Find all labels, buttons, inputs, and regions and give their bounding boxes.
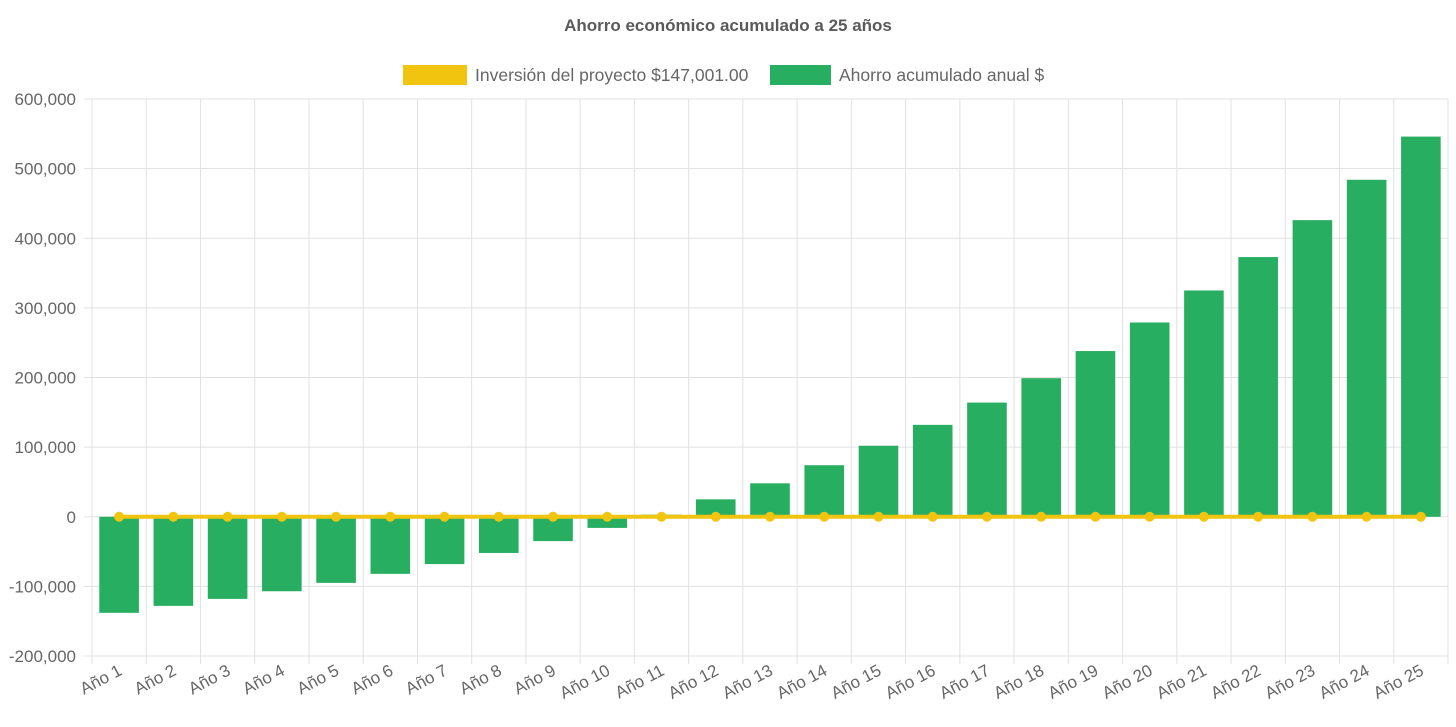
bar-ahorro-19[interactable] <box>1075 351 1116 517</box>
bar-ahorro-8[interactable] <box>479 516 519 553</box>
investment-point-23[interactable] <box>1307 511 1318 522</box>
investment-point-3[interactable] <box>222 511 233 522</box>
x-tick-label: Año 21 <box>1153 661 1210 703</box>
x-tick-label: Año 11 <box>612 661 667 702</box>
bar-ahorro-24[interactable] <box>1346 179 1387 517</box>
y-axis: 600,000 500,000 400,000 300,000 200,000 100,0… <box>9 90 76 666</box>
y-tick-label: 400,000 <box>15 229 76 248</box>
investment-point-22[interactable] <box>1253 511 1264 522</box>
x-tick-label: Año 4 <box>240 661 288 699</box>
bar-ahorro-18[interactable] <box>1021 378 1061 517</box>
y-tick-label: -100,000 <box>9 577 76 596</box>
x-tick-label: Año 6 <box>348 661 396 699</box>
y-tick-label: 600,000 <box>15 90 76 109</box>
investment-point-4[interactable] <box>276 511 287 522</box>
investment-point-15[interactable] <box>873 511 884 522</box>
bar-ahorro-4[interactable] <box>262 516 302 592</box>
investment-point-13[interactable] <box>765 511 775 522</box>
x-tick-label: Año 13 <box>719 661 776 703</box>
legend-label-savings: Ahorro acumulado anual $ <box>839 65 1045 85</box>
bar-ahorro-10[interactable] <box>587 516 628 528</box>
investment-point-10[interactable] <box>602 511 613 522</box>
investment-point-17[interactable] <box>981 511 992 522</box>
x-tick-label: Año 5 <box>294 661 342 699</box>
investment-point-9[interactable] <box>548 511 559 522</box>
x-tick-label: Año 2 <box>131 661 179 699</box>
investment-point-6[interactable] <box>385 511 396 522</box>
bar-ahorro-21[interactable] <box>1184 290 1224 517</box>
legend-swatch-savings <box>770 65 831 85</box>
bar-ahorro-3[interactable] <box>207 516 248 599</box>
bar-ahorro-17[interactable] <box>967 402 1007 517</box>
bar-ahorro-16[interactable] <box>912 424 953 517</box>
y-tick-label: 100,000 <box>15 438 76 457</box>
investment-point-19[interactable] <box>1090 511 1101 522</box>
investment-point-14[interactable] <box>819 511 830 522</box>
bar-ahorro-25[interactable] <box>1401 136 1441 517</box>
investment-point-12[interactable] <box>710 511 721 522</box>
x-tick-label: Año 9 <box>511 661 559 699</box>
x-axis: Año 1 Año 2 Año 3 Año 4 Año 5 Año 6 Año 7 Año 8… <box>77 661 1427 703</box>
bar-ahorro-23[interactable] <box>1292 220 1333 517</box>
bar-ahorro-7[interactable] <box>424 516 465 565</box>
investment-point-7[interactable] <box>439 511 450 522</box>
x-tick-label: Año 24 <box>1316 661 1373 703</box>
bar-ahorro-15[interactable] <box>858 445 899 517</box>
x-tick-label: Año 10 <box>557 661 614 703</box>
bar-ahorro-12[interactable] <box>695 499 736 517</box>
grid-lines <box>84 98 1449 664</box>
x-tick-label: Año 16 <box>882 661 939 703</box>
chart-title: Ahorro económico acumulado a 25 años <box>564 16 892 35</box>
legend-item-savings[interactable]: Ahorro acumulado anual $ <box>770 65 1045 85</box>
investment-point-20[interactable] <box>1144 511 1155 522</box>
investment-point-2[interactable] <box>168 511 179 522</box>
y-tick-label: 300,000 <box>15 299 76 318</box>
investment-point-8[interactable] <box>493 511 504 522</box>
bar-ahorro-5[interactable] <box>316 516 356 583</box>
bar-ahorro-6[interactable] <box>370 516 411 574</box>
y-tick-label: 0 <box>67 508 76 527</box>
legend-label-investment: Inversión del proyecto $147,001.00 <box>475 65 749 85</box>
investment-point-1[interactable] <box>114 511 125 522</box>
x-tick-label: Año 7 <box>402 661 450 699</box>
line-series <box>114 511 1426 522</box>
legend-swatch-investment <box>403 65 467 85</box>
investment-point-18[interactable] <box>1036 511 1047 522</box>
investment-point-11[interactable] <box>656 511 667 522</box>
bar-series <box>99 136 1441 613</box>
investment-point-16[interactable] <box>927 511 938 522</box>
legend-item-investment[interactable]: Inversión del proyecto $147,001.00 <box>403 65 749 85</box>
bar-ahorro-1[interactable] <box>99 516 139 613</box>
bar-ahorro-20[interactable] <box>1129 322 1170 517</box>
legend: Inversión del proyecto $147,001.00 Ahorr… <box>403 65 1045 85</box>
x-tick-label: Año 18 <box>991 661 1048 703</box>
x-tick-label: Año 25 <box>1370 661 1427 703</box>
y-tick-label: -200,000 <box>9 647 76 666</box>
x-tick-label: Año 22 <box>1208 661 1265 703</box>
investment-point-25[interactable] <box>1415 511 1426 522</box>
x-tick-label: Año 12 <box>665 661 722 703</box>
x-tick-label: Año 14 <box>774 661 831 703</box>
x-tick-label: Año 1 <box>77 661 125 699</box>
x-tick-label: Año 19 <box>1045 661 1102 703</box>
x-tick-label: Año 15 <box>828 661 885 703</box>
bar-ahorro-14[interactable] <box>804 465 845 517</box>
y-tick-label: 200,000 <box>15 369 76 388</box>
investment-point-21[interactable] <box>1198 511 1209 522</box>
x-tick-label: Año 20 <box>1099 661 1156 703</box>
bar-ahorro-2[interactable] <box>153 516 194 606</box>
x-tick-label: Año 3 <box>185 661 233 699</box>
y-tick-label: 500,000 <box>15 160 76 179</box>
x-tick-label: Año 8 <box>457 661 505 699</box>
x-tick-label: Año 23 <box>1262 661 1319 703</box>
x-tick-label: Año 17 <box>936 661 993 703</box>
bar-ahorro-13[interactable] <box>750 483 790 517</box>
investment-point-5[interactable] <box>331 511 342 522</box>
investment-point-24[interactable] <box>1361 511 1372 522</box>
bar-ahorro-22[interactable] <box>1238 257 1278 517</box>
